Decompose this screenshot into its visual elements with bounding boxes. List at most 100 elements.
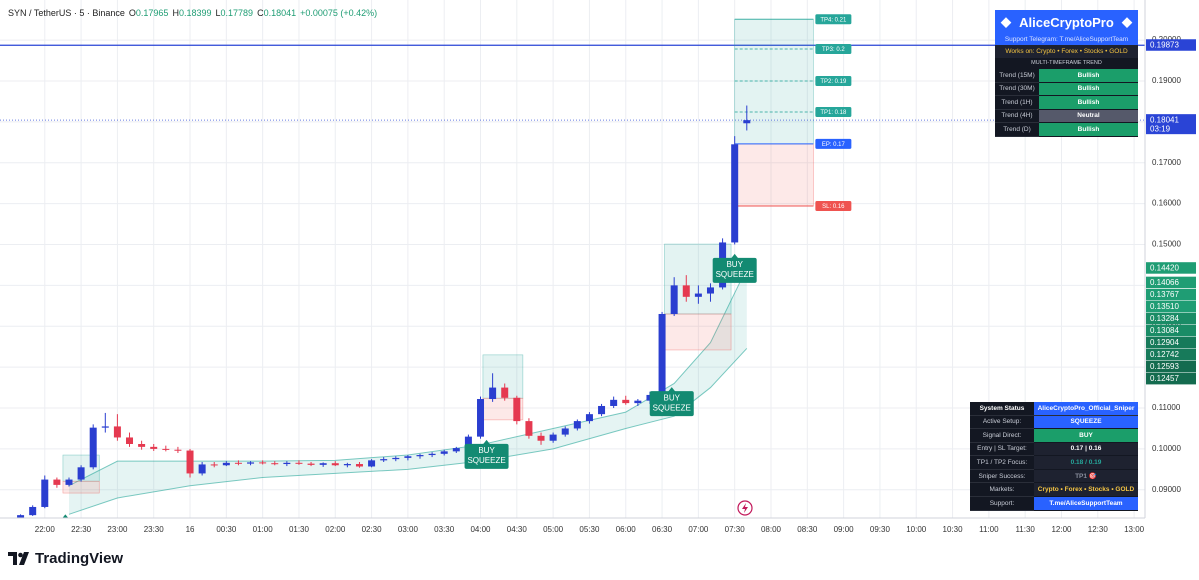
x-tick-label: 23:00	[107, 525, 128, 534]
candle-body	[198, 464, 206, 474]
brand-logo	[8, 552, 29, 565]
x-tick-label: 04:30	[507, 525, 528, 534]
signal-label: BUY	[478, 446, 495, 455]
ohlc-item: L0.17789	[216, 8, 254, 18]
status-header-cell: System Status	[970, 402, 1034, 416]
trend-label: Trend (30M)	[995, 83, 1039, 96]
status-label: Entry | SL Target:	[970, 443, 1034, 457]
price-tag-label: 0.12593	[1150, 362, 1179, 371]
ohlc-change: +0.00075 (+0.42%)	[300, 8, 378, 18]
price-tag	[1146, 276, 1196, 289]
trend-table: Trend (15M) Bullish Trend (30M) Bullish Tren…	[995, 69, 1138, 137]
level-label: TP2: 0.19	[820, 79, 847, 85]
candle-body	[222, 462, 230, 466]
status-value: TP1 🎯	[1034, 469, 1138, 484]
signal-label: BUY	[726, 260, 743, 269]
diamond: ◆	[1001, 14, 1011, 29]
ohlc-label: C	[257, 8, 264, 18]
candle-body	[307, 463, 315, 465]
price-tag-label: 0.14066	[1150, 278, 1179, 287]
y-tick-label: 0.19000	[1152, 76, 1181, 85]
candle-body	[283, 462, 291, 465]
status-header-cell: AliceCryptoPro_Official_Sniper	[1034, 401, 1138, 416]
x-tick-label: 07:30	[725, 525, 746, 534]
trend-row: Trend (1H) Bullish	[995, 96, 1138, 110]
x-tick-label: 22:00	[35, 525, 56, 534]
candle-body	[622, 399, 630, 404]
candle-body	[549, 434, 557, 441]
candle-body	[295, 462, 303, 464]
price-tag-label: 0.13767	[1150, 290, 1179, 299]
candle-body	[428, 453, 436, 456]
candle-body	[234, 462, 242, 464]
price-tag-label: 0.12742	[1150, 350, 1179, 359]
x-tick-label: 02:00	[325, 525, 346, 534]
price-tag-label: 0.13284	[1150, 314, 1179, 323]
panel-section: MULTI-TIMEFRAME TREND	[1031, 60, 1102, 66]
countdown: 03:19	[1150, 124, 1171, 133]
candle-body	[380, 459, 388, 461]
price-tag	[1146, 324, 1196, 337]
candle-body	[186, 450, 194, 474]
x-tick-label: 11:00	[979, 525, 999, 534]
candle-body	[101, 426, 109, 428]
status-table: System Status AliceCryptoPro_Official_Sni…	[970, 401, 1138, 511]
signal-pointer	[730, 253, 739, 259]
ohlc-item: H0.18399	[172, 8, 211, 18]
x-tick-label: 10:30	[943, 525, 964, 534]
candle-body	[477, 399, 485, 437]
trend-label: Trend (4H)	[995, 110, 1039, 123]
ohlc-label: O	[128, 8, 136, 18]
price-tag	[1146, 39, 1196, 51]
x-tick-label: 10:00	[906, 525, 927, 534]
trend-value: Bullish	[1039, 82, 1138, 96]
level-label: SL: 0.16	[822, 204, 845, 210]
x-tick-label: 06:00	[616, 525, 637, 534]
ohlc-item: O0.17965	[129, 8, 169, 18]
brand: TradingView	[8, 550, 123, 567]
level-label: TP4: 0.21	[820, 17, 847, 23]
ohlc-value: 0.18399	[178, 8, 212, 18]
x-tick-label: 04:00	[470, 525, 491, 534]
indicator-panel: ◆ AliceCryptoPro ◆ Support Telegram: T.me/…	[995, 10, 1138, 137]
ohlc-value: 0.17965	[135, 8, 169, 18]
level-label: TP3: 0.2	[822, 47, 845, 53]
candle-body	[259, 462, 267, 464]
signal-box	[649, 391, 694, 417]
signal-pointer	[482, 439, 491, 445]
candle-body	[343, 464, 351, 466]
x-tick-label: 05:00	[543, 525, 564, 534]
y-tick-label: 0.17000	[1152, 158, 1181, 167]
status-label: Active Setup:	[970, 416, 1034, 430]
level-tag	[815, 138, 852, 149]
candle-body	[65, 479, 73, 485]
status-row: Sniper Success: TP1 🎯	[970, 469, 1138, 484]
trend-row: Trend (15M) Bullish	[995, 69, 1138, 83]
x-tick-label: 08:00	[761, 525, 782, 534]
trend-label: Trend (1H)	[995, 96, 1039, 110]
candle-body	[731, 144, 739, 243]
candle-body	[138, 444, 146, 447]
candle-body	[368, 460, 376, 467]
candle-body	[561, 428, 569, 435]
candle-body	[537, 435, 545, 441]
candle-body	[706, 287, 714, 294]
candle-body	[743, 120, 751, 124]
panel-support: Support Telegram: T.me/AliceSupportTeam	[995, 34, 1138, 45]
status-value: T.me/AliceSupportTeam	[1034, 497, 1138, 511]
event-icon	[742, 503, 748, 513]
price-tag-label: 0.12904	[1150, 338, 1179, 347]
candle-body	[113, 426, 121, 438]
candle-body	[670, 285, 678, 314]
panel-title-bar: ◆ AliceCryptoPro ◆	[995, 10, 1138, 34]
price-tag-label: 0.18041	[1150, 115, 1179, 124]
trend-row: Trend (D) Bullish	[995, 123, 1138, 137]
candle-body	[585, 414, 593, 422]
status-row: Support: T.me/AliceSupportTeam	[970, 497, 1138, 511]
x-tick-label: 07:00	[688, 525, 709, 534]
y-tick-label: 0.11000	[1152, 403, 1181, 412]
candle-body	[452, 448, 460, 452]
candle-body	[416, 455, 424, 457]
price-tag-label: 0.14420	[1150, 263, 1179, 272]
